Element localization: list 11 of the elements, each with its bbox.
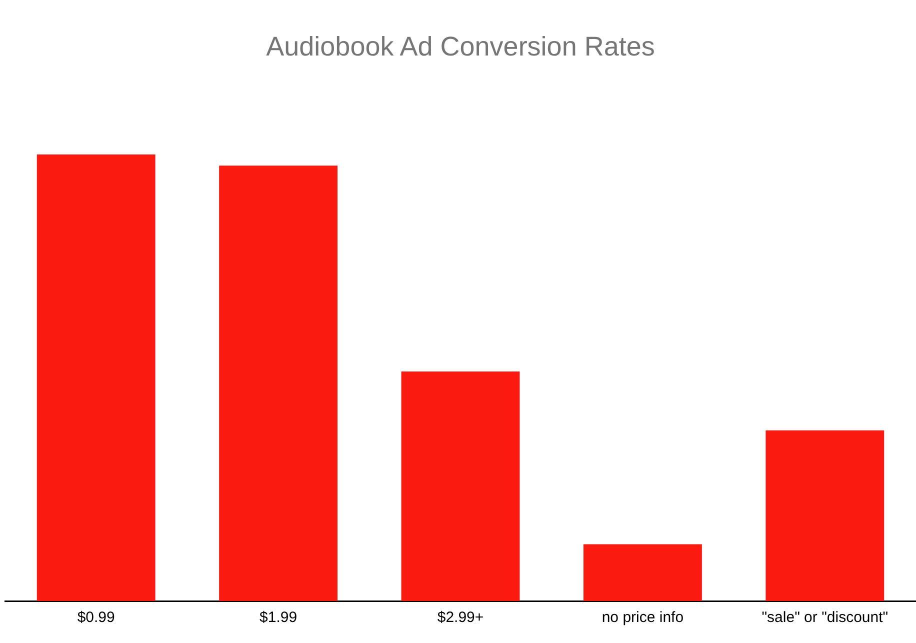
bar — [766, 430, 884, 601]
x-tick-label: $2.99+ — [437, 609, 484, 626]
x-tick-label: "sale" or "discount" — [762, 609, 888, 626]
bar — [401, 371, 520, 601]
x-tick-label: no price info — [602, 609, 684, 626]
bar — [36, 154, 156, 601]
bar — [583, 544, 702, 601]
x-tick-label: $1.99 — [260, 609, 298, 626]
bar — [219, 166, 338, 601]
x-tick-label: $0.99 — [77, 609, 115, 626]
chart-title: Audiobook Ad Conversion Rates — [266, 32, 655, 62]
